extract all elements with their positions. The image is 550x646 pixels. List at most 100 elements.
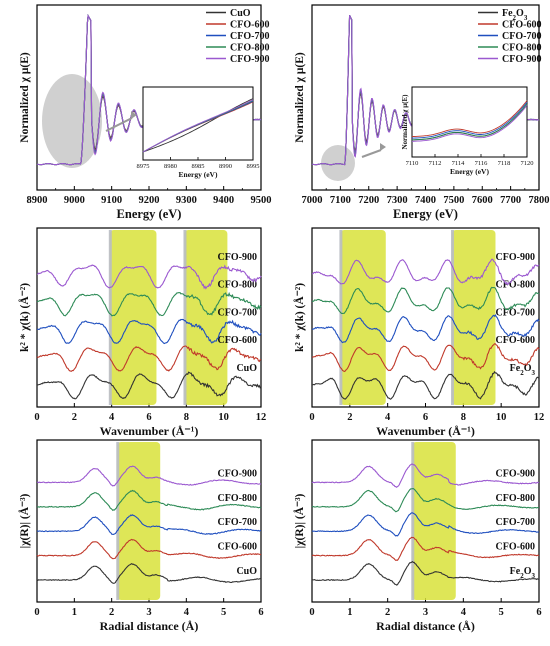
x-tick-label: 8: [184, 412, 189, 423]
x-tick-label: 0: [309, 412, 314, 423]
highlight-band-edge: [339, 230, 343, 405]
series-line-CFO-600: [36, 538, 262, 560]
series-line-CFO-900: [36, 264, 262, 290]
series-label: CFO-700: [218, 307, 257, 318]
x-tick-label: 9500: [251, 195, 272, 206]
x-tick-label: 10: [496, 412, 507, 423]
zoom-ellipse: [42, 74, 102, 168]
inset-x-tick-label: 8975: [137, 163, 150, 170]
legend-label: CFO-700: [502, 31, 541, 42]
inset-x-tick-label: 7114: [452, 160, 466, 167]
x-tick-label: 4: [461, 607, 467, 618]
x-tick-label: 7100: [330, 195, 351, 206]
zoom-arrow: [105, 117, 133, 132]
x-tick-label: 3: [146, 607, 151, 618]
x-axis-label: Wavenumber (Å⁻¹): [376, 424, 475, 438]
series-label: CFO-800: [218, 280, 257, 291]
x-tick-label: 8: [461, 412, 466, 423]
x-axis-label: Radial distance (Å): [100, 619, 199, 633]
inset-x-axis-label: Energy (eV): [179, 170, 218, 179]
x-tick-label: 6: [258, 607, 263, 618]
x-tick-label: 7500: [443, 195, 464, 206]
series-label: CFO-800: [496, 493, 535, 504]
highlight-band-edge: [183, 230, 187, 405]
legend-label: CuO: [230, 8, 251, 19]
legend-label: CFO-800: [502, 43, 541, 54]
inset-series-line: [411, 105, 528, 142]
series-line-CFO-900: [36, 465, 262, 487]
x-axis-label: Energy (eV): [117, 207, 182, 221]
legend-label: Fe2O3: [502, 8, 528, 22]
legend-label: CFO-700: [230, 31, 269, 42]
x-tick-label: 3: [423, 607, 428, 618]
x-tick-label: 2: [72, 412, 77, 423]
series-label: Fe2O3: [510, 566, 536, 580]
series-line-CFO-700: [311, 512, 540, 537]
inset-x-axis-label: Energy (eV): [450, 167, 489, 176]
series-label: Fe2O3: [510, 363, 536, 377]
series-label: CuO: [236, 363, 257, 374]
panel-d: 0 2 4 6 8 10 12 Fe2O3 CFO-600 CFO-700 CFO-800 CFO-9…: [292, 227, 545, 438]
x-tick-label: 12: [534, 412, 545, 423]
inset-x-tick-label: 7116: [475, 160, 489, 167]
series-line-Fe2O3: [311, 560, 540, 586]
x-tick-label: 2: [109, 607, 114, 618]
x-tick-label: 4: [109, 412, 115, 423]
series-line-CFO-800: [311, 488, 540, 513]
highlight-band: [340, 230, 386, 405]
series-line-CFO-700: [36, 514, 262, 536]
x-axis-label: Energy (eV): [393, 207, 458, 221]
x-tick-label: 7800: [529, 195, 550, 206]
x-tick-label: 7300: [387, 195, 408, 206]
x-tick-label: 9200: [139, 195, 160, 206]
series-line-CFO-900: [311, 463, 540, 488]
series-label: CFO-600: [218, 335, 257, 346]
inset-x-tick-label: 7118: [498, 160, 511, 167]
x-tick-label: 6: [423, 412, 428, 423]
series-label: CFO-900: [218, 468, 257, 479]
legend-label: CFO-800: [230, 43, 269, 54]
y-axis-label: |χ(R)| (Å⁻³): [17, 493, 31, 548]
highlight-band: [412, 442, 456, 600]
series-line-CFO-800: [36, 489, 262, 512]
x-tick-label: 0: [309, 607, 314, 618]
panel-f: 0 1 2 3 4 5 6 Fe2O3 CFO-600 CFO-700 CFO-800 CFO-900…: [292, 439, 542, 633]
inset-series-line: [411, 103, 528, 141]
series-line-CFO-600: [36, 345, 262, 372]
inset-x-tick-label: 7110: [406, 160, 419, 167]
x-tick-label: 9300: [176, 195, 197, 206]
zoom-arrowhead: [131, 111, 137, 119]
highlight-band: [109, 230, 157, 405]
x-tick-label: 7700: [500, 195, 521, 206]
panel-e: 0 1 2 3 4 5 6 CuO CFO-600 CFO-700 CFO-800 CFO-900 Ra…: [17, 439, 264, 633]
highlight-band-edge: [450, 230, 454, 405]
series-line-CFO-700: [311, 313, 540, 344]
x-axis-label: Wavenumber (Å⁻¹): [100, 424, 199, 438]
series-label: CFO-700: [496, 307, 535, 318]
inset-series-line: [411, 100, 528, 138]
x-tick-label: 4: [385, 412, 391, 423]
x-tick-label: 0: [34, 607, 39, 618]
series-label: CFO-900: [496, 468, 535, 479]
x-tick-label: 9100: [101, 195, 122, 206]
zoom-arrowhead: [380, 143, 386, 151]
x-tick-label: 5: [499, 607, 504, 618]
series-line-CuO: [36, 563, 262, 584]
highlight-band: [451, 230, 496, 405]
x-tick-label: 6: [146, 412, 151, 423]
y-axis-label: Normalized χ μ(E): [19, 52, 31, 143]
series-label: CuO: [236, 566, 257, 577]
series-line-Fe2O3: [311, 370, 540, 400]
legend-label: CFO-600: [230, 20, 269, 31]
x-tick-label: 2: [347, 412, 352, 423]
series-line-CFO-600: [311, 536, 540, 562]
x-tick-label: 6: [536, 607, 541, 618]
series-label: CFO-900: [218, 252, 257, 263]
x-tick-label: 1: [347, 607, 352, 618]
y-axis-label: |χ(R)| (Å⁻³): [292, 493, 306, 548]
inset-series-line: [142, 98, 254, 153]
x-tick-label: 7400: [415, 195, 436, 206]
highlight-band-edge: [116, 442, 120, 600]
inset-series-line: [142, 99, 254, 153]
x-tick-label: 1: [72, 607, 77, 618]
